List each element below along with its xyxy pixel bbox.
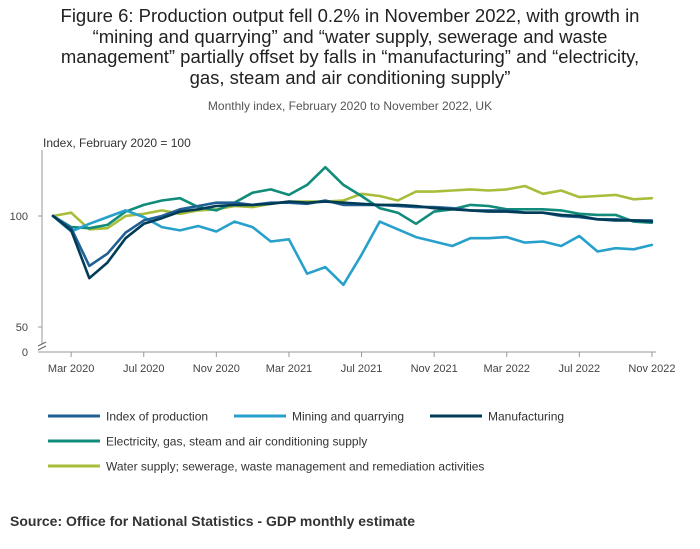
series-line xyxy=(51,165,654,230)
source-note: Source: Office for National Statistics -… xyxy=(10,513,416,529)
axis-break-mark xyxy=(37,341,47,347)
legend-label: Index of production xyxy=(106,410,208,424)
y-axis-label: Index, February 2020 = 100 xyxy=(43,136,191,150)
x-tick-label: Mar 2022 xyxy=(484,363,530,375)
chart-title: Figure 6: Production output fell 0.2% in… xyxy=(10,5,690,88)
series-line xyxy=(51,200,654,280)
y-tick-label: 0 xyxy=(22,347,28,359)
x-tick-label: Mar 2021 xyxy=(266,363,312,375)
x-tick-label: Nov 2022 xyxy=(628,363,675,375)
series-line xyxy=(51,184,654,231)
title-line: gas, steam and air conditioning supply” xyxy=(189,66,511,88)
x-tick-label: Jul 2022 xyxy=(559,363,601,375)
x-tick-label: Jul 2021 xyxy=(341,363,383,375)
title-line: management” partially offset by falls in… xyxy=(60,46,640,67)
y-tick-label: 100 xyxy=(10,211,28,223)
title-line: Figure 6: Production output fell 0.2% in… xyxy=(60,5,640,26)
x-tick-label: Mar 2020 xyxy=(48,363,94,375)
axis-break-mark xyxy=(37,345,47,351)
y-tick-label: 50 xyxy=(16,322,28,334)
legend-label: Mining and quarrying xyxy=(292,410,404,424)
title-line: “mining and quarrying” and “water supply… xyxy=(92,25,608,47)
legend-label: Electricity, gas, steam and air conditio… xyxy=(106,435,367,449)
legend-label: Manufacturing xyxy=(488,410,564,424)
legend-label: Water supply; sewerage, waste management… xyxy=(106,460,484,474)
x-tick-label: Jul 2020 xyxy=(123,363,165,375)
chart-subtitle: Monthly index, February 2020 to November… xyxy=(207,99,493,113)
x-tick-label: Nov 2021 xyxy=(411,363,458,375)
x-tick-label: Nov 2020 xyxy=(193,363,240,375)
